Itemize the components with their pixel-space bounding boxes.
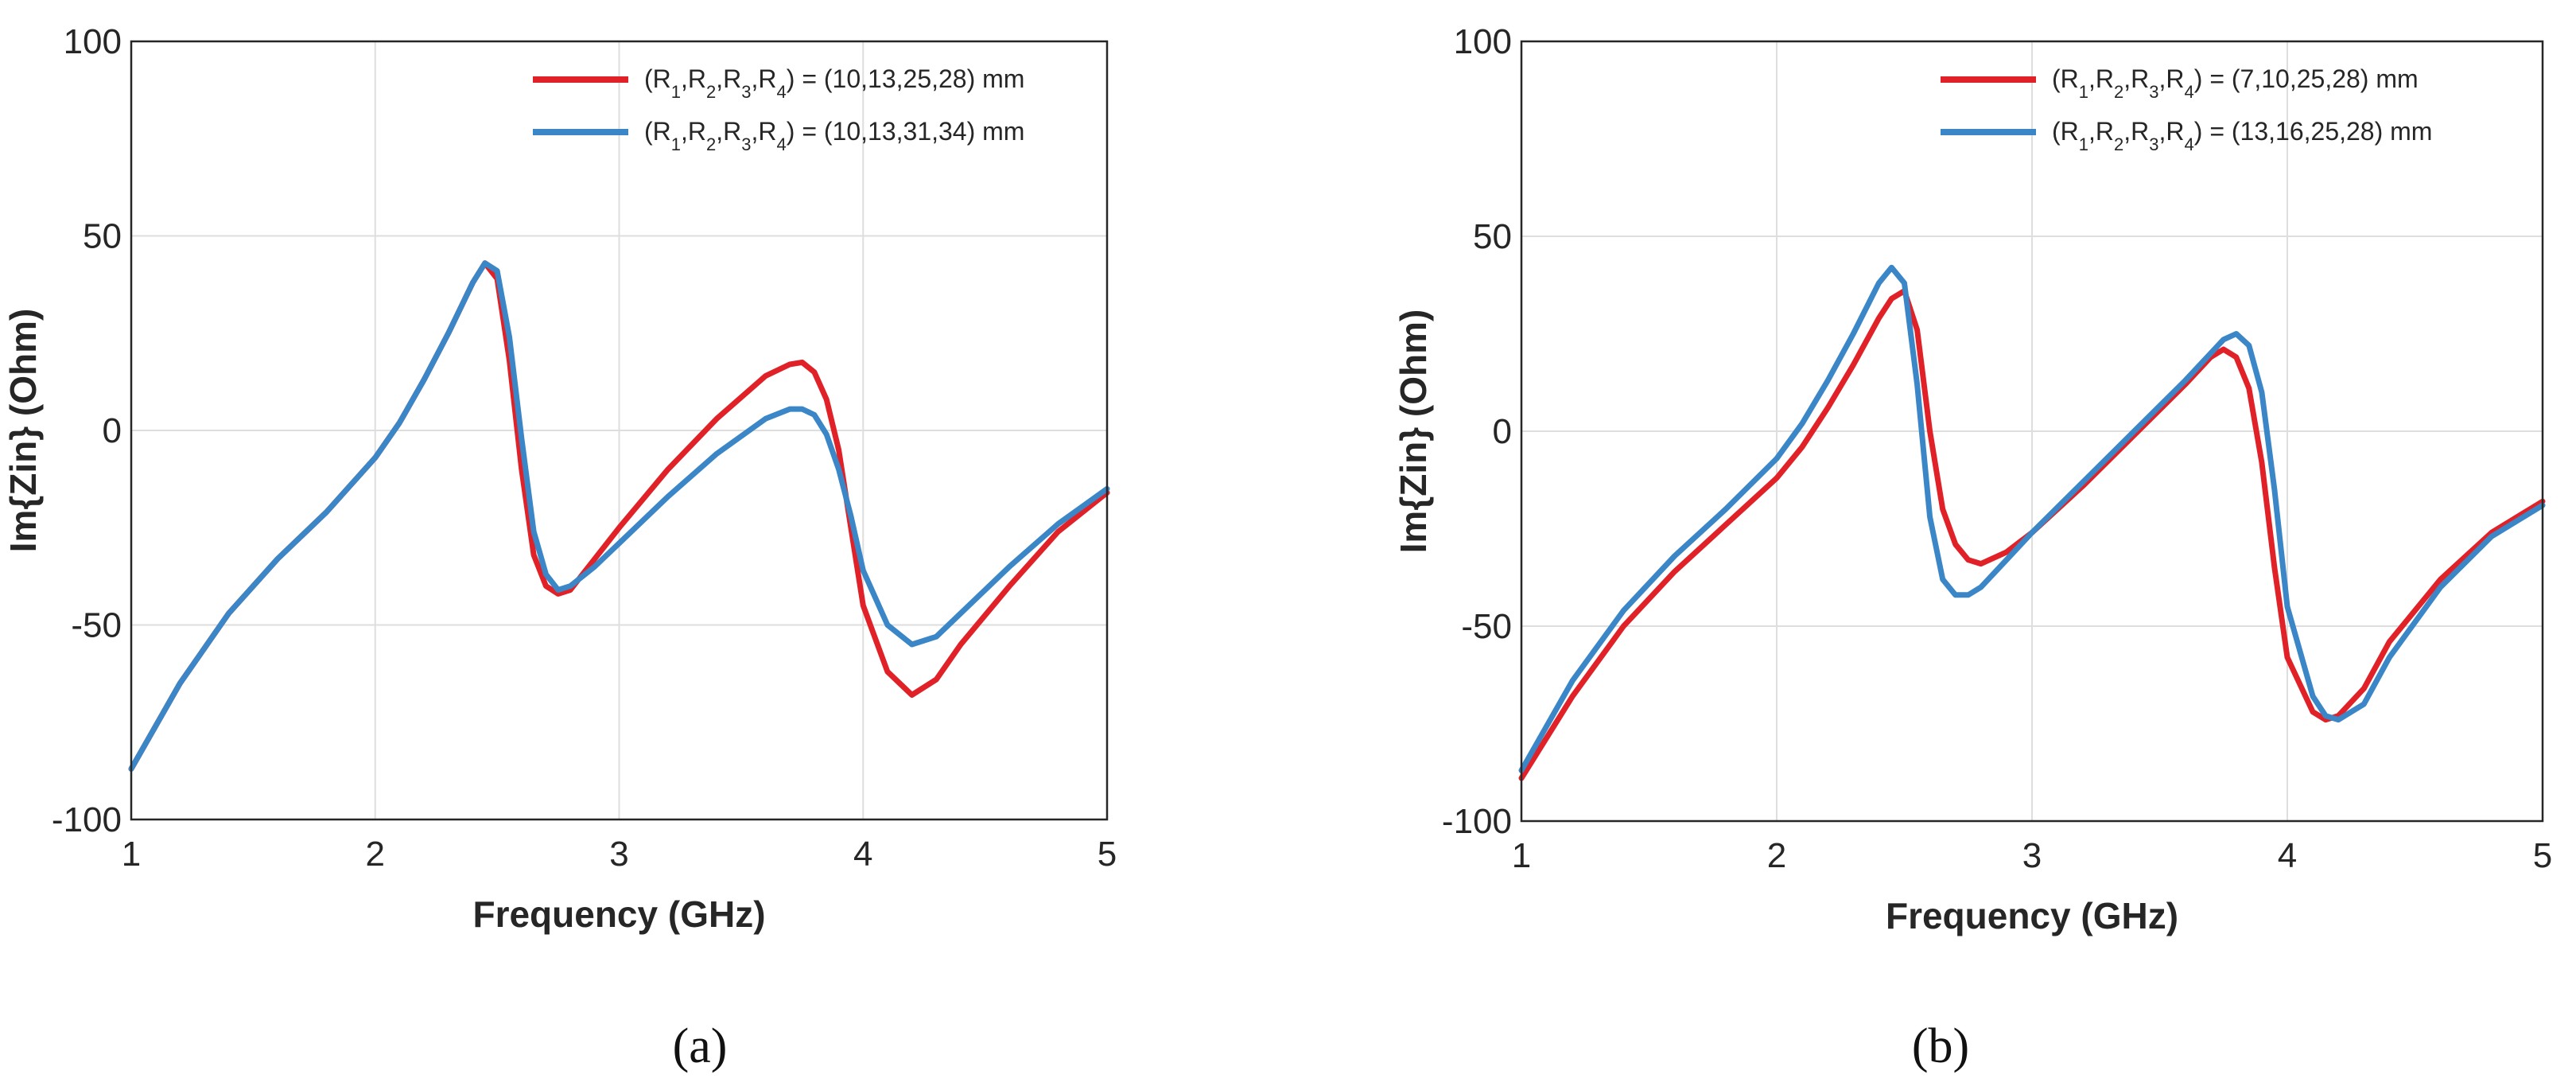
plot-frame xyxy=(1520,40,2544,823)
x-tick-label: 1 xyxy=(122,835,141,874)
legend-text-prefix: (R xyxy=(2052,117,2079,146)
legend-subscript: 1 xyxy=(2079,82,2088,102)
legend-text-sep: ,R xyxy=(2159,64,2185,93)
chart-a: 1 2 3 4 5 -100 -50 0 50 100 Frequency (GHz) Im{Zin}… xyxy=(2,22,1117,1073)
x-axis-label: Frequency (GHz) xyxy=(1886,895,2178,936)
x-tick-label: 1 xyxy=(1512,836,1531,875)
legend-text-sep: ,R xyxy=(716,64,741,93)
x-tick-label: 5 xyxy=(1098,835,1117,874)
legend-text-sep: ,R xyxy=(681,64,706,93)
y-tick-label: 50 xyxy=(83,217,122,256)
legend-text-prefix: (R xyxy=(2052,64,2079,93)
legend-subscript: 3 xyxy=(741,134,751,154)
legend-text-values: ) = (13,16,25,28) mm xyxy=(2194,117,2433,146)
y-tick-label: 50 xyxy=(1473,217,1512,256)
y-tick-label: 0 xyxy=(1493,412,1512,451)
figure-caption: (a) xyxy=(673,1019,728,1073)
y-tick-label: -100 xyxy=(52,800,122,839)
x-axis-label: Frequency (GHz) xyxy=(472,893,765,935)
y-tick-label: -50 xyxy=(1461,607,1512,646)
legend-text-sep: ,R xyxy=(752,64,777,93)
legend-text-sep: ,R xyxy=(752,117,777,146)
legend-text-sep: ,R xyxy=(716,117,741,146)
legend-subscript: 4 xyxy=(2185,82,2194,102)
series-line-2 xyxy=(1518,264,2546,773)
legend-label-2: (R1,R2,R3,R4) = (10,13,31,34) mm xyxy=(644,117,1024,154)
x-tick-label: 2 xyxy=(1767,836,1786,875)
legend-text-sep: ,R xyxy=(2123,117,2149,146)
legend-text-sep: ,R xyxy=(2123,64,2149,93)
plot-frame xyxy=(130,40,1109,821)
legend-text-values: ) = (7,10,25,28) mm xyxy=(2194,64,2419,93)
legend-subscript: 4 xyxy=(2185,134,2194,154)
legend-subscript: 4 xyxy=(777,82,787,102)
y-tick-label: -100 xyxy=(1442,802,1512,841)
legend-subscript: 3 xyxy=(2149,82,2158,102)
y-tick-label: -50 xyxy=(71,606,122,645)
legend-subscript: 2 xyxy=(2114,82,2123,102)
legend-text-sep: ,R xyxy=(2159,117,2185,146)
legend-text-values: ) = (10,13,31,34) mm xyxy=(787,117,1025,146)
legend-text-sep: ,R xyxy=(2088,117,2114,146)
legend-text-sep: ,R xyxy=(681,117,706,146)
legend-subscript: 2 xyxy=(706,82,716,102)
legend-subscript: 4 xyxy=(777,134,787,154)
legend-text-prefix: (R xyxy=(644,64,671,93)
legend-text-prefix: (R xyxy=(644,117,671,146)
x-tick-label: 3 xyxy=(2022,836,2042,875)
x-tick-label: 3 xyxy=(609,835,628,874)
legend-subscript: 3 xyxy=(741,82,751,102)
x-tick-label: 5 xyxy=(2533,836,2552,875)
legend-subscript: 1 xyxy=(671,134,681,154)
legend-subscript: 2 xyxy=(2114,134,2123,154)
chart-b: 1 2 3 4 5 -100 -50 0 50 100 Frequency (GHz) Im{Zin}… xyxy=(1393,22,2552,1073)
y-axis-label: Im{Zin} (Ohm) xyxy=(2,309,44,553)
figure-caption: (b) xyxy=(1912,1019,1969,1073)
legend-subscript: 1 xyxy=(2079,134,2088,154)
y-tick-label: 0 xyxy=(103,411,122,450)
y-tick-label: 100 xyxy=(64,22,122,61)
x-tick-label: 2 xyxy=(366,835,385,874)
series-line-2 xyxy=(128,260,1110,772)
legend-text-sep: ,R xyxy=(2088,64,2114,93)
legend-label-1: (R1,R2,R3,R4) = (10,13,25,28) mm xyxy=(644,64,1024,102)
y-axis-label: Im{Zin} (Ohm) xyxy=(1393,309,1434,554)
legend-subscript: 3 xyxy=(2149,134,2158,154)
legend-subscript: 2 xyxy=(706,134,716,154)
legend-subscript: 1 xyxy=(671,82,681,102)
y-tick-label: 100 xyxy=(1454,22,1512,61)
x-tick-label: 4 xyxy=(853,835,872,874)
legend-text-values: ) = (10,13,25,28) mm xyxy=(787,64,1025,93)
legend-label-2: (R1,R2,R3,R4) = (13,16,25,28) mm xyxy=(2052,117,2432,154)
x-tick-label: 4 xyxy=(2278,836,2297,875)
legend-label-1: (R1,R2,R3,R4) = (7,10,25,28) mm xyxy=(2052,64,2419,102)
